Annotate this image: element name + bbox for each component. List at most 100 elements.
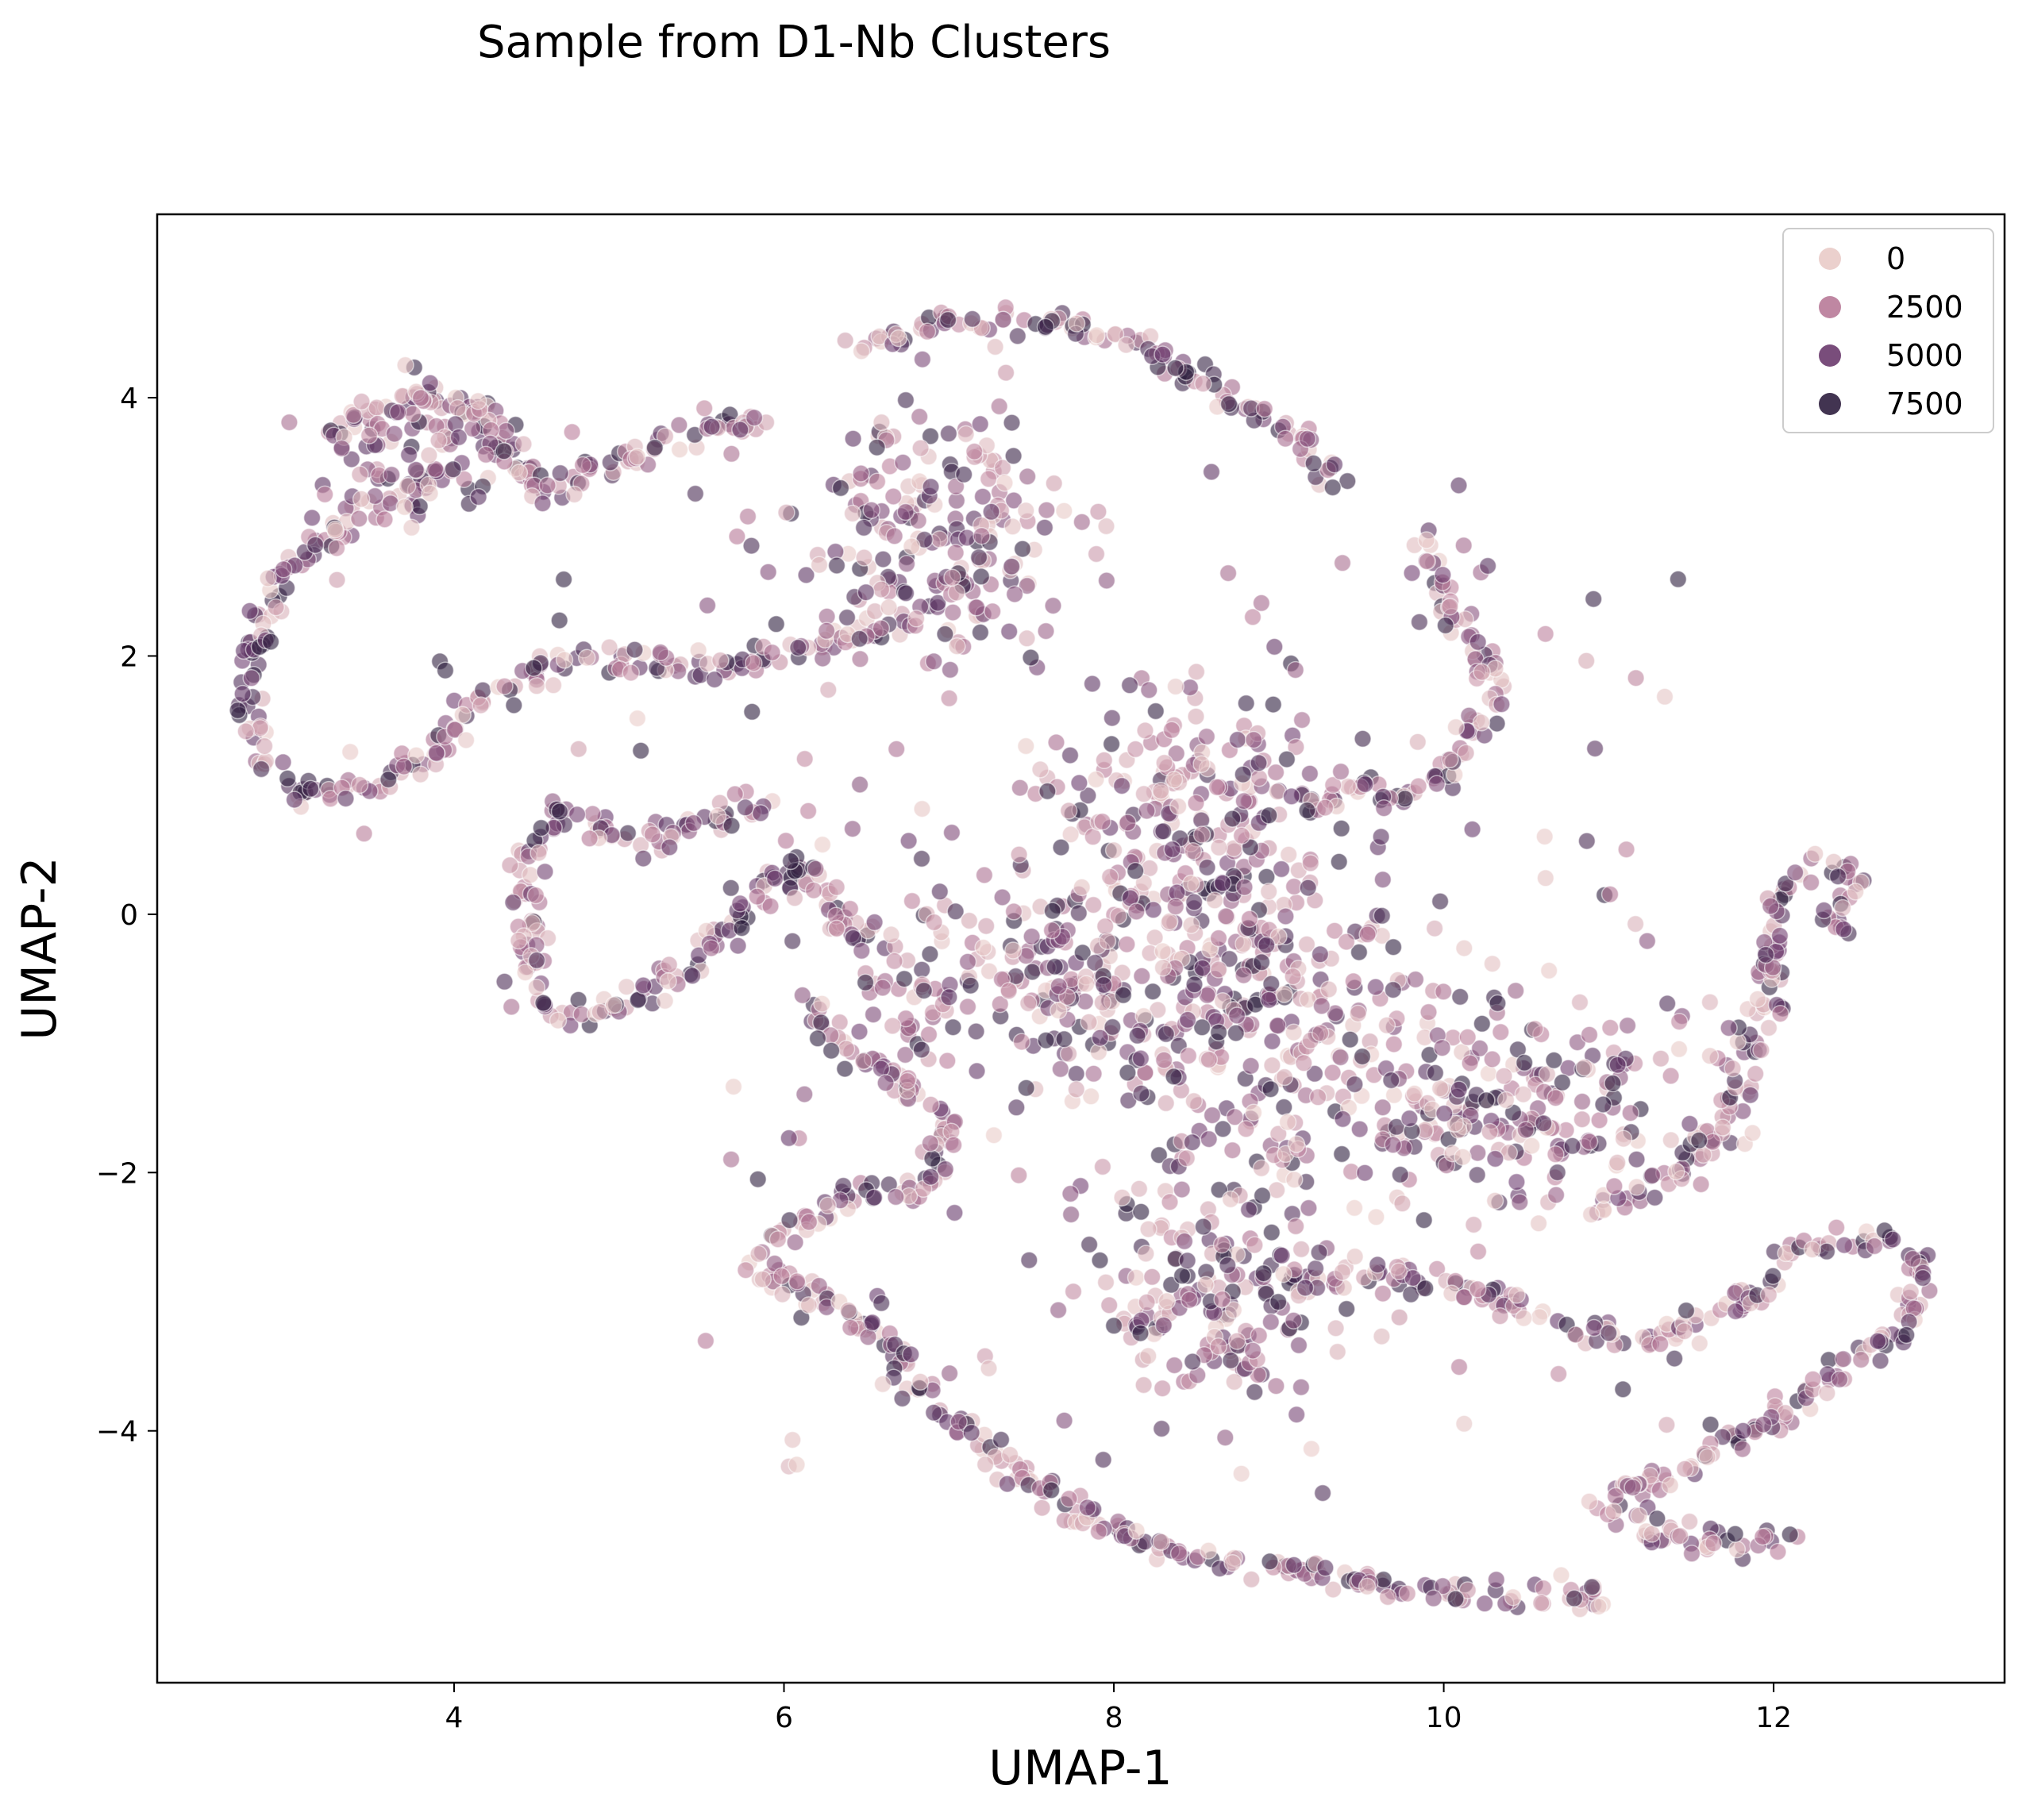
- scatter-point: [1117, 336, 1135, 354]
- scatter-point: [726, 785, 745, 803]
- scatter-point: [724, 1077, 743, 1096]
- scatter-point: [1450, 987, 1469, 1006]
- scatter-point: [376, 510, 394, 529]
- scatter-point: [1000, 622, 1019, 641]
- scatter-point: [1851, 1350, 1870, 1369]
- scatter-point: [1073, 878, 1091, 897]
- scatter-point: [864, 1005, 883, 1024]
- scatter-point: [773, 1285, 792, 1303]
- scatter-point: [1483, 1050, 1501, 1068]
- scatter-point: [1727, 1540, 1747, 1559]
- scatter-point: [389, 403, 407, 421]
- scatter-point: [1573, 1092, 1592, 1111]
- scatter-point: [1260, 991, 1278, 1010]
- scatter-point: [1045, 474, 1063, 493]
- scatter-point: [1526, 1020, 1544, 1038]
- scatter-point: [445, 721, 464, 739]
- scatter-point: [1869, 1332, 1887, 1350]
- scatter-point: [784, 1430, 802, 1449]
- scatter-point: [1536, 625, 1554, 643]
- scatter-point: [1346, 1247, 1364, 1266]
- scatter-point: [885, 527, 903, 545]
- scatter-point: [939, 425, 958, 443]
- scatter-point: [351, 465, 369, 484]
- scatter-point: [743, 702, 761, 721]
- scatter-point: [1166, 897, 1185, 916]
- scatter-point: [1138, 1293, 1156, 1311]
- scatter-point: [1142, 1268, 1161, 1287]
- scatter-point: [1184, 1091, 1204, 1110]
- scatter-point: [976, 917, 996, 935]
- scatter-point: [991, 995, 1010, 1014]
- scatter-point: [996, 474, 1014, 492]
- scatter-point: [1087, 544, 1106, 564]
- scatter-point: [1084, 828, 1102, 846]
- scatter-point: [1492, 1023, 1510, 1041]
- scatter-point: [1373, 870, 1392, 889]
- scatter-point: [946, 1203, 964, 1222]
- scatter-point: [1098, 932, 1117, 951]
- scatter-point: [1070, 774, 1088, 792]
- scatter-point: [1665, 1349, 1684, 1368]
- scatter-point: [1770, 926, 1789, 945]
- scatter-point: [1801, 873, 1820, 892]
- scatter-point: [1733, 1440, 1752, 1458]
- legend-label: 2500: [1886, 290, 1963, 325]
- scatter-point: [1301, 854, 1320, 872]
- scatter-point: [1469, 1144, 1487, 1162]
- scatter-point: [1219, 1256, 1237, 1275]
- scatter-point: [1415, 1210, 1433, 1229]
- scatter-point: [1690, 1334, 1709, 1352]
- scatter-point: [915, 981, 934, 1000]
- scatter-point: [1178, 1252, 1196, 1270]
- scatter-point: [1670, 1012, 1689, 1031]
- scatter-point: [1084, 895, 1103, 914]
- scatter-point: [943, 568, 961, 587]
- scatter-point: [1272, 860, 1291, 879]
- scatter-point: [1418, 552, 1436, 571]
- scatter-point: [1077, 975, 1096, 993]
- scatter-point: [788, 1456, 806, 1474]
- scatter-point: [683, 967, 702, 985]
- scatter-point: [1089, 502, 1107, 521]
- scatter-point: [1050, 1001, 1068, 1020]
- scatter-point: [1200, 1541, 1218, 1560]
- scatter-point: [1177, 1149, 1196, 1168]
- scatter-point: [1469, 1280, 1487, 1299]
- scatter-point: [600, 638, 618, 656]
- scatter-point: [1035, 518, 1054, 537]
- scatter-point: [306, 536, 325, 554]
- scatter-point: [835, 1060, 854, 1078]
- x-tick-label: 12: [1755, 1702, 1792, 1734]
- scatter-point: [958, 998, 977, 1016]
- scatter-point: [749, 1170, 767, 1188]
- scatter-point: [1146, 702, 1165, 721]
- scatter-point: [1104, 1018, 1122, 1037]
- scatter-point: [1285, 1311, 1303, 1329]
- scatter-point: [1534, 1579, 1553, 1598]
- scatter-point: [1601, 1018, 1620, 1037]
- scatter-point: [984, 1125, 1003, 1145]
- scatter-point: [1781, 1526, 1799, 1544]
- scatter-point: [873, 979, 892, 997]
- scatter-point: [912, 849, 931, 868]
- scatter-point: [1212, 1235, 1231, 1254]
- legend-label: 0: [1886, 241, 1905, 276]
- scatter-point: [360, 426, 379, 444]
- scatter-point: [1081, 1087, 1100, 1106]
- scatter-point: [1000, 982, 1018, 1000]
- scatter-point: [729, 937, 747, 955]
- scatter-point: [1134, 874, 1154, 892]
- scatter-point: [1000, 1445, 1019, 1464]
- scatter-point: [1493, 695, 1511, 714]
- scatter-point: [1255, 399, 1274, 418]
- scatter-point: [1759, 1018, 1778, 1037]
- scatter-point: [1289, 1336, 1308, 1355]
- scatter-point: [1424, 1589, 1442, 1608]
- scatter-point: [325, 520, 345, 539]
- scatter-point: [1570, 993, 1589, 1012]
- scatter-point: [1138, 802, 1156, 820]
- scatter-point: [759, 563, 777, 581]
- scatter-point: [1405, 1084, 1424, 1103]
- scatter-point: [302, 509, 322, 527]
